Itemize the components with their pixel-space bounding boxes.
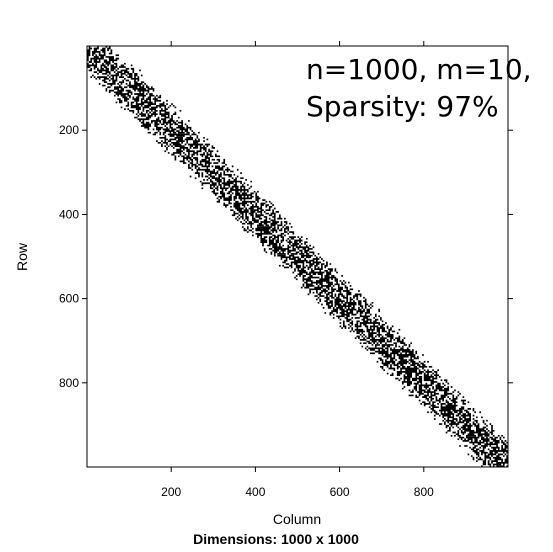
y-axis-title: Row (14, 242, 30, 271)
x-axis-top (171, 41, 424, 46)
y-tick-label: 400 (59, 207, 79, 221)
y-tick-label: 600 (59, 292, 79, 306)
y-tick-label: 200 (59, 123, 79, 137)
y-axis-left: 200 400 600 800 (59, 123, 87, 390)
dimensions-caption: Dimensions: 1000 x 1000 (193, 531, 359, 547)
x-tick-label: 400 (245, 485, 265, 499)
annotation-line-2: Sparsity: 97% (306, 90, 499, 123)
x-tick-label: 200 (161, 485, 181, 499)
y-axis-right (508, 130, 513, 383)
x-axis-bottom: 200 400 600 800 (161, 467, 434, 499)
x-axis-title: Column (273, 511, 321, 527)
x-tick-label: 600 (330, 485, 350, 499)
y-tick-label: 800 (59, 376, 79, 390)
annotation-line-1: n=1000, m=10, (306, 53, 532, 86)
x-tick-label: 800 (414, 485, 434, 499)
